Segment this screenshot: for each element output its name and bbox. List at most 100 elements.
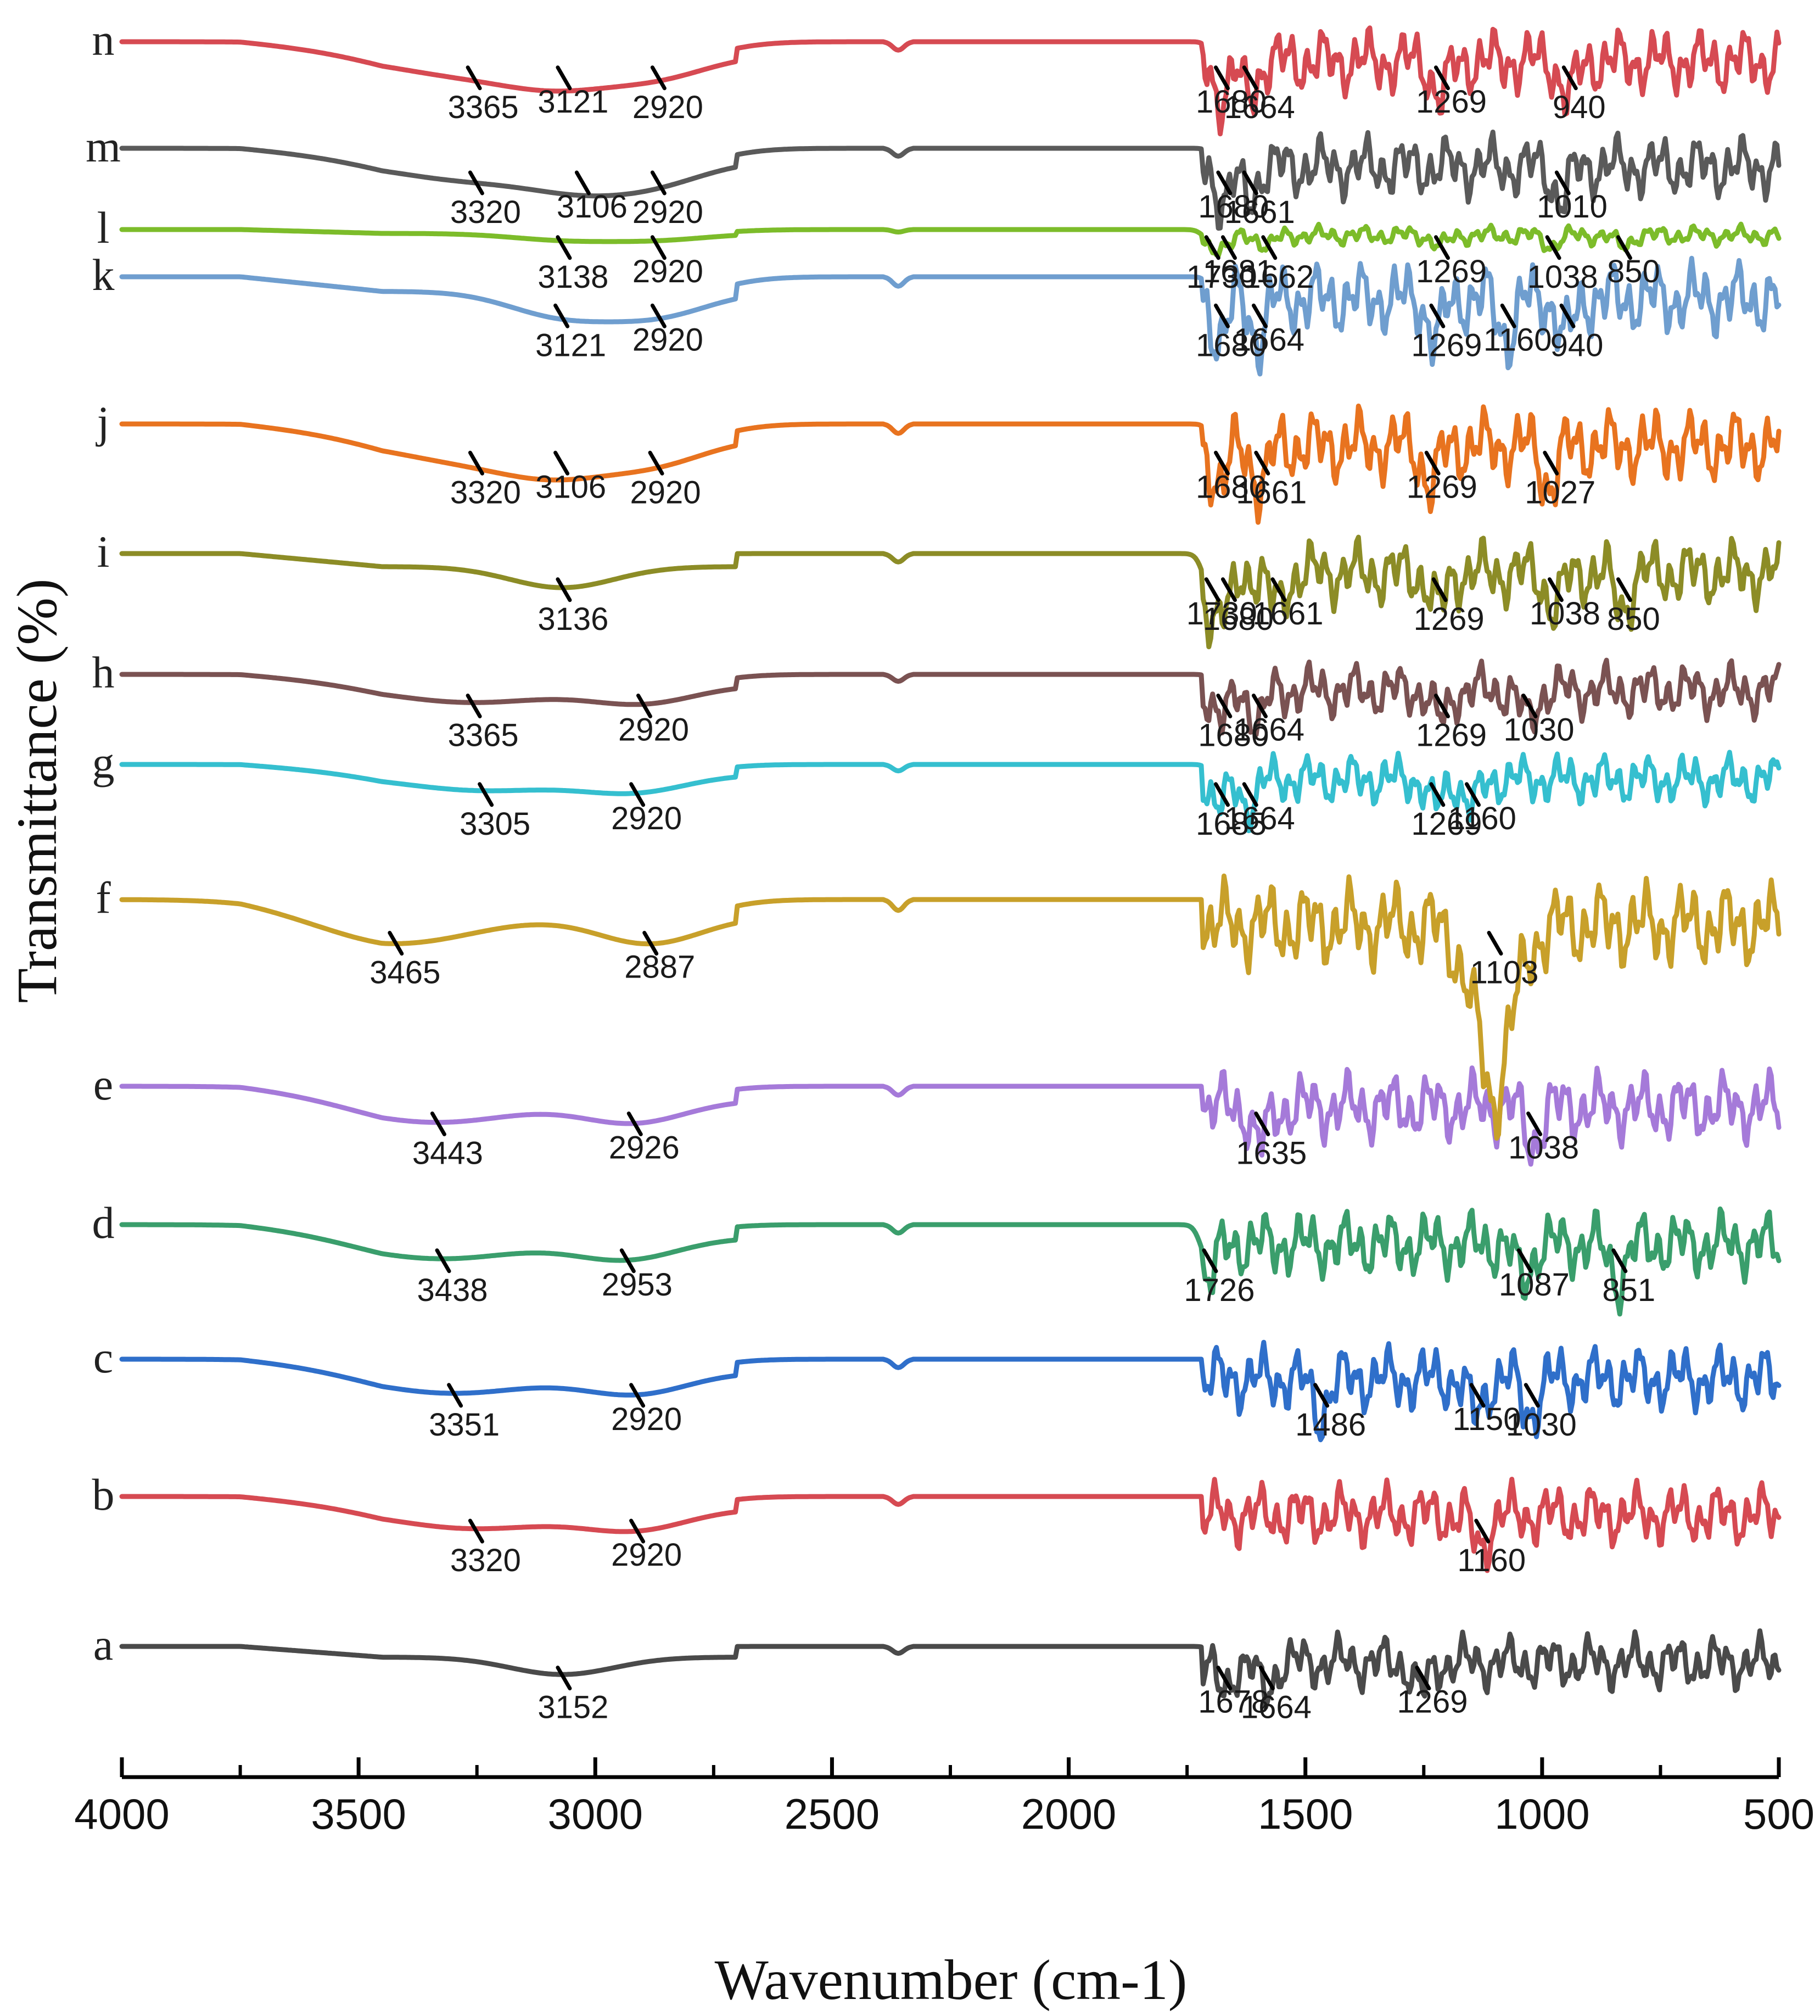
- peak-label-k-2920: 2920: [632, 322, 703, 358]
- spectra-group: a b c d e f gh i j klm n: [86, 15, 1782, 1710]
- peak-label-l-1038: 1038: [1527, 259, 1598, 295]
- peak-leader-k-3121: [553, 303, 570, 328]
- peak-leader-d-1087: [1516, 1248, 1533, 1274]
- peak-leader-j-1680: [1214, 450, 1230, 476]
- trace-label-i: i: [97, 527, 110, 577]
- peak-leader-i-1038: [1547, 577, 1564, 602]
- peak-leader-k-940: [1559, 303, 1576, 328]
- trace-label-b: b: [92, 1470, 115, 1520]
- peak-label-j-3106: 3106: [535, 469, 606, 505]
- spectrum-h: [119, 657, 1782, 738]
- peak-leader-n-1680: [1214, 65, 1230, 91]
- peak-leader-e-2926: [626, 1112, 643, 1136]
- peak-leader-i-850: [1616, 577, 1632, 602]
- peak-label-d-1087: 1087: [1499, 1267, 1570, 1303]
- peak-label-f-3465: 3465: [369, 955, 440, 991]
- peak-label-g-1685: 1685: [1196, 806, 1267, 842]
- peak-label-e-2926: 2926: [609, 1130, 680, 1166]
- trace-label-c: c: [93, 1332, 113, 1382]
- spectrum-j: [119, 403, 1782, 525]
- peak-leader-j-1027: [1543, 450, 1559, 476]
- trace-label-l: l: [97, 203, 110, 253]
- peak-leader-n-3365: [466, 65, 482, 91]
- x-tick-label-1000: 1000: [1494, 1790, 1590, 1838]
- peak-leader-m-2920: [650, 170, 667, 196]
- spectrum-f: [119, 873, 1782, 1141]
- peak-leader-a-1678: [1216, 1666, 1233, 1690]
- peak-label-n-1269: 1269: [1416, 84, 1487, 120]
- peak-label-k-1160: 1160: [1483, 322, 1552, 358]
- peak-leader-d-851: [1611, 1248, 1628, 1274]
- peak-leader-c-3351: [447, 1383, 463, 1408]
- spectrum-c: [119, 1339, 1782, 1443]
- peak-label-d-851: 851: [1602, 1272, 1655, 1308]
- peak-leader-f-3465: [388, 931, 404, 956]
- peak-label-a-1664: 1664: [1241, 1690, 1312, 1725]
- peak-label-c-3351: 3351: [429, 1407, 500, 1443]
- peak-leader-j-3320: [468, 450, 484, 476]
- peak-label-f-2887: 2887: [624, 950, 695, 985]
- peak-label-j-1027: 1027: [1525, 474, 1595, 510]
- trace-label-n: n: [92, 15, 115, 65]
- trace-label-j: j: [96, 397, 110, 447]
- peak-label-d-2953: 2953: [602, 1267, 673, 1303]
- peak-label-b-3320: 3320: [450, 1543, 521, 1578]
- peak-label-b-2920: 2920: [611, 1537, 682, 1573]
- peak-label-j-1680: 1680: [1196, 469, 1267, 505]
- peak-leader-i-1730: [1204, 577, 1220, 602]
- peak-label-h-3365: 3365: [448, 718, 519, 753]
- peak-leader-l-1269: [1433, 235, 1450, 260]
- peak-label-i-1038: 1038: [1530, 596, 1600, 632]
- peak-label-c-1150: 1150: [1453, 1401, 1521, 1437]
- peak-leader-k-1664: [1251, 303, 1268, 328]
- peak-label-m-1661: 1661: [1224, 194, 1295, 230]
- peak-leader-a-1269: [1415, 1666, 1431, 1690]
- peak-label-c-1486: 1486: [1295, 1407, 1366, 1443]
- peak-label-n-940: 940: [1553, 90, 1606, 125]
- spectrum-g: [119, 750, 1782, 834]
- peak-label-j-1269: 1269: [1407, 469, 1477, 505]
- peak-leader-k-2920: [650, 303, 667, 328]
- peak-label-i-1661: 1661: [1252, 596, 1323, 632]
- peak-label-i-850: 850: [1607, 601, 1660, 637]
- peak-leader-c-1150: [1469, 1383, 1486, 1408]
- peak-leader-a-3152: [556, 1666, 572, 1690]
- spectrum-b: [119, 1477, 1782, 1573]
- peak-leader-g-3305: [478, 782, 494, 807]
- peak-leader-n-940: [1561, 65, 1578, 91]
- peak-leader-h-1030: [1521, 694, 1538, 718]
- peak-leader-f-1103: [1487, 931, 1503, 956]
- spectrum-k: [119, 255, 1782, 377]
- spectrum-n: [119, 25, 1782, 137]
- peak-label-e-3443: 3443: [412, 1136, 483, 1171]
- spectrum-m: [119, 130, 1782, 231]
- peak-leader-g-2920: [629, 782, 646, 807]
- peak-label-n-3365: 3365: [448, 90, 519, 125]
- x-tick-label-1500: 1500: [1258, 1790, 1353, 1838]
- peak-leader-i-1680: [1220, 577, 1237, 602]
- peak-leader-e-1635: [1254, 1112, 1270, 1136]
- peak-leader-k-1160: [1500, 303, 1516, 328]
- peak-label-g-1160: 1160: [1448, 801, 1516, 836]
- peak-leader-a-1664: [1258, 1666, 1275, 1690]
- peak-leader-g-1160: [1465, 782, 1481, 807]
- x-tick-label-3500: 3500: [311, 1790, 406, 1838]
- peak-leader-h-1680: [1216, 694, 1233, 718]
- peak-leader-j-1269: [1424, 450, 1441, 476]
- peak-leader-k-1680: [1214, 303, 1230, 328]
- x-axis: 4000 3500 3000 2500 2000 1500 1000 500: [74, 1757, 1815, 1838]
- peak-leader-i-3136: [556, 577, 572, 602]
- peak-label-l-1269: 1269: [1416, 254, 1487, 289]
- y-axis-title: Transmittance (%): [5, 578, 69, 1003]
- peak-label-m-1010: 1010: [1537, 189, 1608, 225]
- peak-leader-i-1661: [1270, 577, 1287, 602]
- peak-leader-c-1030: [1524, 1383, 1540, 1408]
- peak-label-d-1726: 1726: [1184, 1272, 1255, 1308]
- peak-label-i-3136: 3136: [537, 601, 608, 637]
- peak-leader-l-1662: [1261, 235, 1278, 260]
- peak-leader-n-2920: [650, 65, 667, 91]
- peak-label-l-850: 850: [1607, 254, 1660, 289]
- peak-leader-g-1664: [1242, 782, 1258, 807]
- peak-label-c-1030: 1030: [1506, 1407, 1577, 1443]
